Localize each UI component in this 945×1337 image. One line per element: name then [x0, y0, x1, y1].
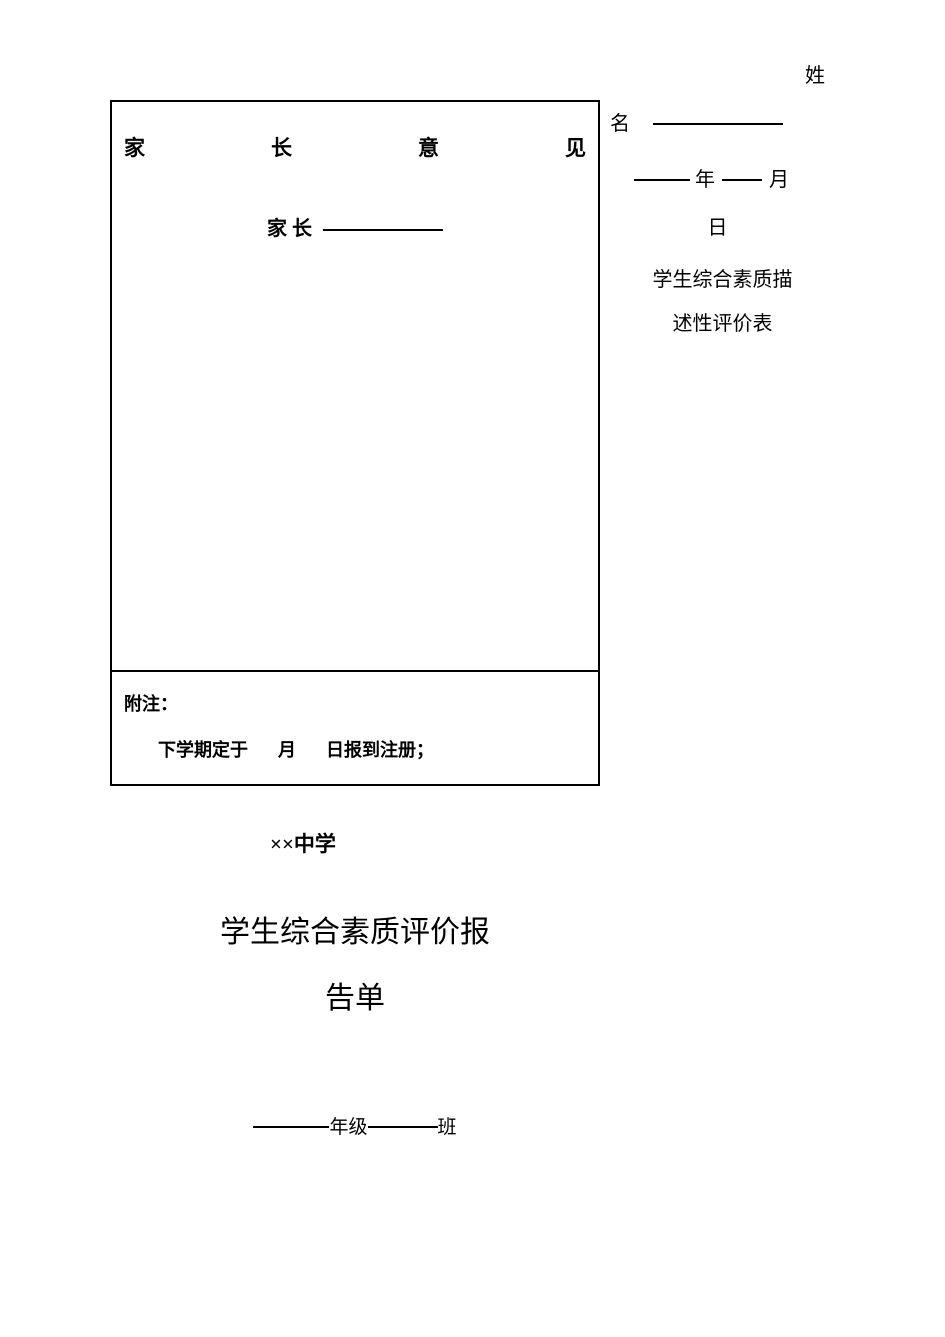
day-label: 日 [708, 217, 728, 239]
grade-label: 年级 [329, 1117, 367, 1138]
month-blank[interactable] [722, 179, 762, 181]
ming-label: 名 [610, 100, 630, 148]
form-box: 家 长 意 见 家 长 附注： 下学期定于 月 日报到注册； [110, 100, 600, 786]
name-blank[interactable] [653, 123, 783, 125]
note-label: 附注： [124, 690, 586, 716]
date-row: 年 月 [610, 156, 835, 204]
sign-label: 家 长 [267, 218, 312, 240]
grade-blank[interactable] [253, 1126, 329, 1128]
opinion-char: 长 [271, 132, 292, 162]
class-blank[interactable] [368, 1126, 438, 1128]
note-prefix: 下学期定于 [158, 740, 248, 760]
class-line: 年级 班 [110, 1112, 600, 1139]
note-cell: 附注： 下学期定于 月 日报到注册； [112, 672, 598, 784]
report-title-line: 学生综合素质评价报 [110, 900, 600, 966]
xing-label: 姓 [805, 52, 825, 100]
year-label: 年 [695, 169, 715, 191]
side-subtitle: 学生综合素质描 述性评价表 [610, 258, 835, 346]
note-text: 下学期定于 月 日报到注册； [124, 736, 586, 762]
parent-sign-blank[interactable] [323, 229, 443, 231]
subtitle-line: 学生综合素质描 [616, 258, 829, 302]
note-day: 日报到注册； [326, 740, 434, 760]
note-month: 月 [278, 740, 296, 760]
class-label: 班 [438, 1117, 457, 1138]
document-page: 家 长 意 见 家 长 附注： 下学期定于月日报到注册； 姓 [0, 0, 945, 1337]
report-title-line: 告单 [110, 966, 600, 1032]
top-row: 家 长 意 见 家 长 附注： 下学期定于月日报到注册； 姓 [110, 100, 835, 786]
year-blank[interactable] [634, 179, 690, 181]
day-row: 日 [610, 204, 835, 252]
month-label: 月 [769, 169, 789, 191]
right-column: 姓 名 年 月 日 学生综合素质描 述性评价表 [600, 100, 835, 346]
opinion-title: 家 长 意 见 [124, 132, 586, 162]
school-name: ××中学 [270, 828, 835, 858]
parent-sign-line: 家 长 [124, 212, 586, 241]
parent-opinion-cell: 家 长 意 见 家 长 [112, 102, 598, 672]
opinion-char: 见 [565, 132, 586, 162]
subtitle-line: 述性评价表 [616, 302, 829, 346]
opinion-char: 意 [418, 132, 439, 162]
report-title: 学生综合素质评价报 告单 [110, 900, 600, 1032]
name-row: 姓 名 [610, 100, 835, 148]
opinion-char: 家 [124, 132, 145, 162]
